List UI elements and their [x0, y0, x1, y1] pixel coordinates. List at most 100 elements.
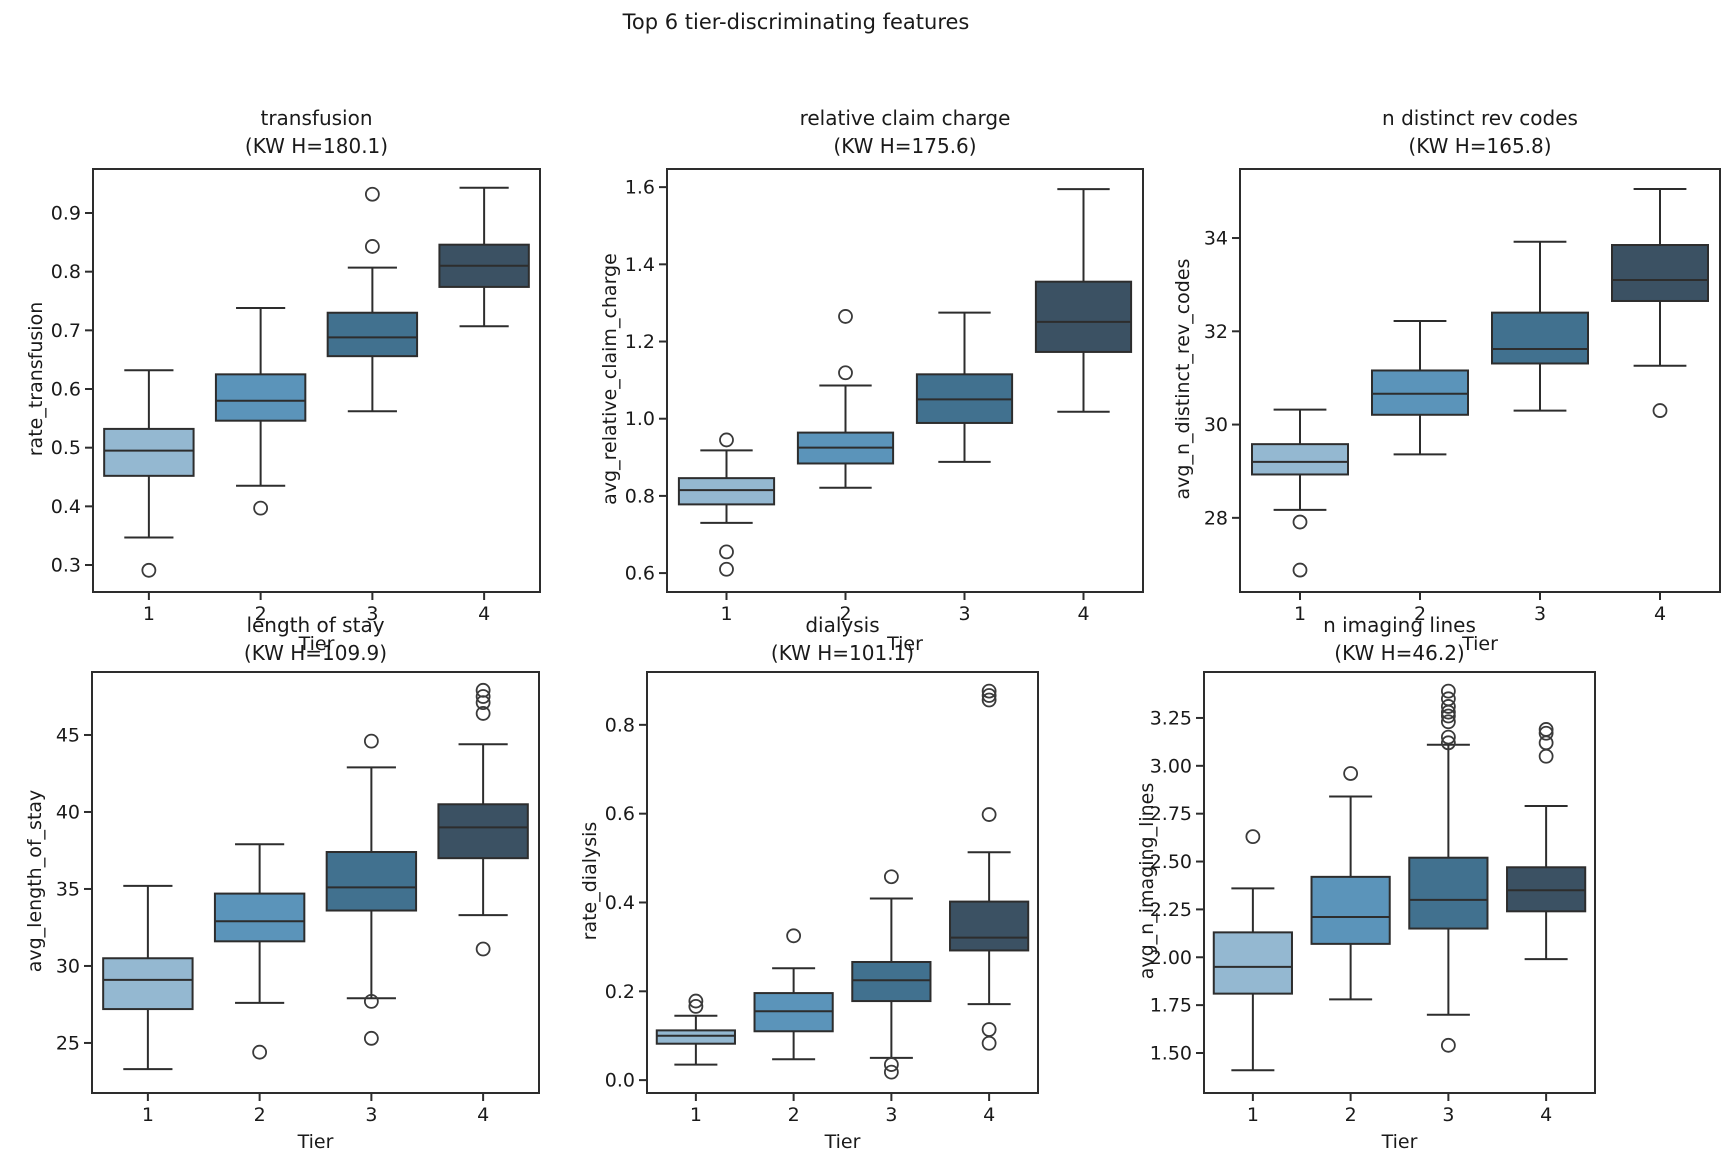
x-tick-label: 3: [1442, 1104, 1454, 1126]
y-axis-label: rate_transfusion: [25, 301, 47, 456]
x-tick-label: 1: [1247, 1104, 1259, 1126]
iqr-box: [1491, 311, 1589, 365]
y-tick-label: 45: [56, 724, 80, 746]
x-axis-label: Tier: [1462, 633, 1498, 655]
x-tick-label: 1: [142, 1104, 154, 1126]
subplot-title-line1: relative claim charge: [799, 106, 1011, 130]
subplot-kw-stat: (KW H=175.6): [833, 134, 977, 158]
y-axis-label: avg_n_imaging_lines: [1136, 782, 1158, 979]
box-tier-3: [1408, 683, 1489, 1053]
subplot-kw-stat: (KW H=180.1): [244, 134, 389, 158]
y-axis-label: avg_n_distinct_rev_codes: [1172, 258, 1194, 499]
subplot-kw-stat: (KW H=101.1): [770, 641, 915, 665]
outlier-point: [981, 807, 997, 822]
y-tick-label: 0.0: [605, 1070, 635, 1092]
subplot-title: transfusion (KW H=180.1): [67, 104, 567, 160]
x-tick-label: 4: [477, 1104, 489, 1126]
y-tick-label: 1.4: [625, 254, 655, 276]
outlier-point: [475, 941, 491, 957]
iqr-box: [326, 311, 419, 358]
axes-frame: [666, 168, 1144, 593]
box-tier-2: [1310, 766, 1391, 1001]
subplot-title-line1: n imaging lines: [1323, 613, 1476, 637]
y-tick-label: 35: [56, 878, 80, 900]
outlier-point: [1538, 735, 1554, 751]
iqr-box: [1611, 244, 1709, 302]
iqr-box: [1408, 856, 1489, 930]
iqr-box: [1251, 443, 1349, 476]
outlier-point: [838, 365, 853, 381]
box-tier-4: [438, 186, 530, 328]
box-tier-1: [103, 369, 195, 578]
y-tick-label: 0.9: [51, 203, 81, 225]
outlier-point: [688, 993, 704, 1009]
y-tick-label: 0.8: [51, 261, 81, 283]
iqr-box: [655, 1029, 736, 1045]
box-tier-4: [949, 683, 1030, 1051]
x-tick-label: 4: [1540, 1104, 1552, 1126]
y-tick-label: 0.5: [51, 437, 81, 459]
subplot-title-line1: length of stay: [246, 613, 385, 637]
y-tick-label: 28: [1204, 507, 1228, 529]
axes-relative_claim_charge: 0.6 0.8 1.0 1.2 1.4 1.6 1 2 3 4: [625, 168, 1144, 625]
axes-n_imaging_lines: 1.50 1.75 2.00 2.25 2.50 2.75 3.00 3.25 1 2 3 4: [1150, 671, 1596, 1126]
x-tick-label: 2: [839, 603, 851, 625]
outlier-point: [883, 1057, 899, 1072]
iqr-box: [437, 803, 529, 860]
iqr-box: [677, 477, 776, 506]
box-tier-1: [677, 432, 776, 577]
y-tick-label: 2.50: [1150, 851, 1192, 873]
y-tick-label: 1.0: [625, 408, 655, 430]
outlier-point: [475, 706, 491, 721]
outlier-point: [1440, 683, 1456, 699]
box-tier-2: [214, 307, 307, 516]
y-tick-label: 30: [56, 955, 80, 977]
subplot-title: length of stay (KW H=109.9): [66, 611, 566, 667]
outlier-point: [883, 1064, 899, 1080]
outlier-point: [1538, 748, 1554, 764]
y-tick-label: 0.4: [51, 496, 81, 518]
iqr-box: [1310, 875, 1391, 945]
x-tick-label: 4: [1077, 603, 1089, 625]
iqr-box: [213, 892, 306, 943]
outlier-point: [1343, 766, 1359, 781]
x-tick-label: 3: [366, 603, 378, 625]
x-tick-label: 4: [478, 603, 490, 625]
outlier-point: [1292, 562, 1308, 578]
subplot-title-line1: transfusion: [260, 106, 373, 130]
outlier-point: [981, 688, 997, 703]
axes-frame: [646, 671, 1039, 1094]
y-tick-label: 1.2: [625, 331, 655, 353]
subplot-kw-stat: (KW H=165.8): [1408, 134, 1552, 158]
x-tick-label: 3: [1534, 603, 1546, 625]
y-tick-label: 0.8: [605, 714, 635, 736]
iqr-box: [1212, 931, 1293, 995]
y-tick-label: 25: [56, 1032, 80, 1054]
box-tier-3: [915, 311, 1014, 463]
axes-transfusion: 0.3 0.4 0.5 0.6 0.7 0.8 0.9 1 2 3 4: [51, 168, 541, 625]
y-tick-label: 2.00: [1150, 947, 1192, 969]
x-axis-label: Tier: [887, 633, 923, 655]
outlier-point: [981, 1022, 997, 1037]
outlier-point: [1440, 714, 1456, 730]
outlier-point: [364, 186, 380, 202]
box-tier-2: [213, 843, 306, 1060]
y-axis-label: avg_relative_claim_charge: [599, 252, 621, 505]
y-axis-label: avg_length_of_stay: [24, 789, 46, 972]
x-tick-label: 3: [365, 1104, 377, 1126]
outlier-point: [981, 692, 997, 708]
box-tier-3: [326, 186, 419, 413]
box-tier-1: [102, 884, 194, 1071]
subplot-kw-stat: (KW H=109.9): [243, 641, 388, 665]
y-tick-label: 0.7: [51, 320, 81, 342]
outlier-point: [1440, 708, 1456, 724]
y-axis-label: rate_dialysis: [579, 821, 601, 940]
iqr-box: [1371, 369, 1469, 416]
outlier-point: [719, 561, 734, 577]
axes-frame: [92, 168, 541, 593]
axes-frame: [1239, 168, 1721, 593]
y-tick-label: 30: [1204, 414, 1228, 436]
y-tick-label: 2.75: [1150, 803, 1192, 825]
